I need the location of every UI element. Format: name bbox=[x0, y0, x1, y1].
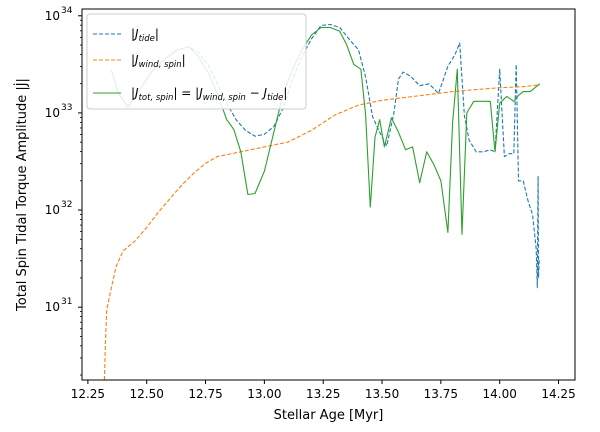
y-tick-label: 10 bbox=[45, 300, 60, 314]
x-tick-label: 13.25 bbox=[306, 387, 340, 401]
y-tick-label: 10 bbox=[45, 106, 60, 120]
x-tick-label: 14.25 bbox=[541, 387, 575, 401]
plot-frame bbox=[81, 8, 576, 381]
y-tick-label: 10 bbox=[45, 203, 60, 217]
y-tick-exponent: 34 bbox=[61, 6, 73, 16]
y-tick-exponent: 31 bbox=[61, 297, 72, 307]
x-tick-label: 13.00 bbox=[247, 387, 281, 401]
legend: |Jtide| |Jwind, spin| |Jtot, spin| = |Jwin… bbox=[86, 13, 307, 110]
legend-label-0: |Jtide| bbox=[131, 27, 159, 44]
series-line-0 bbox=[110, 23, 540, 289]
x-tick-label: 14.00 bbox=[483, 387, 517, 401]
x-axis: 12.25 12.50 12.75 13.00 13.25 13.50 13.75 14.00… bbox=[71, 380, 576, 401]
x-tick-label: 12.50 bbox=[130, 387, 164, 401]
y-tick-label: 10 bbox=[45, 9, 60, 23]
y-tick-exponent: 33 bbox=[61, 103, 72, 113]
y-tick-exponent: 32 bbox=[61, 200, 72, 210]
y-axis-label: Total Spin Tidal Torque Amplitude |J̇| bbox=[15, 78, 30, 312]
x-tick-label: 13.50 bbox=[365, 387, 399, 401]
x-tick-label: 12.75 bbox=[188, 387, 222, 401]
x-tick-label: 12.25 bbox=[71, 387, 105, 401]
x-tick-label: 13.75 bbox=[424, 387, 458, 401]
legend-label-2: |Jtot, spin| = |Jwind, spin − Jtide| bbox=[131, 86, 287, 103]
legend-box bbox=[86, 13, 307, 110]
x-axis-label: Stellar Age [Myr] bbox=[274, 408, 384, 423]
series-line-1 bbox=[103, 84, 540, 380]
legend-label-1: |Jwind, spin| bbox=[131, 53, 186, 70]
